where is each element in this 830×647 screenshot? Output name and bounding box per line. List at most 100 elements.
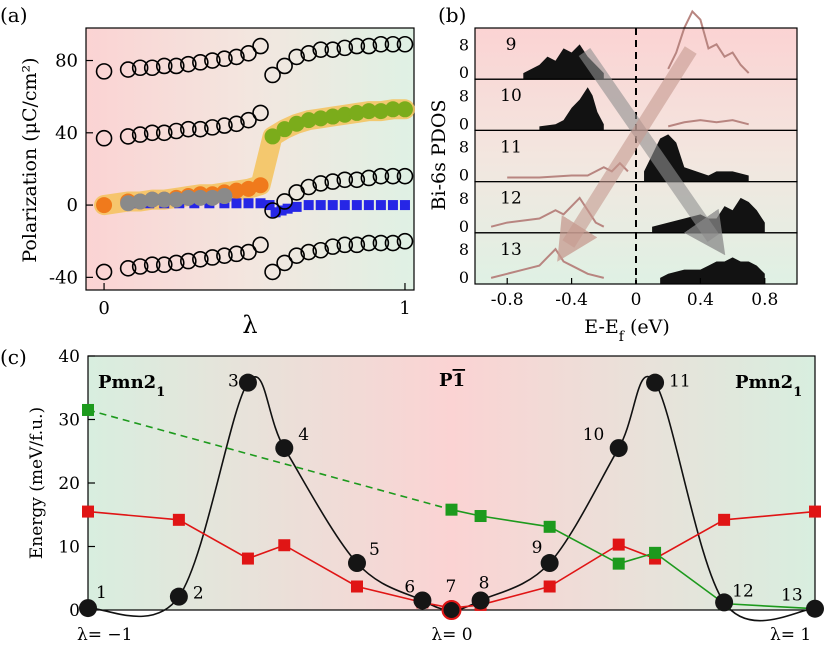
b-xtick-label: 0.4: [687, 290, 714, 310]
c-red-square: [350, 580, 363, 593]
c-ytick-label: 10: [58, 538, 80, 558]
c-black-marker: [413, 591, 432, 610]
c-point-label: 8: [479, 573, 490, 593]
a-gray-marker: [168, 191, 185, 208]
b-filled-pdos: [660, 257, 765, 284]
a-gray-marker: [192, 189, 209, 206]
c-black-marker: [442, 601, 461, 619]
panel-c-ylabel: Energy (meV/f.u.): [27, 407, 47, 559]
b-ytick-label: 8: [459, 35, 469, 54]
c-red-square: [82, 505, 94, 518]
a-open-marker: [228, 115, 245, 133]
a-open-marker: [180, 252, 197, 270]
a-blue-square: [399, 200, 410, 211]
b-ytick-label: 8: [459, 189, 469, 208]
b-pdos-curve: [667, 119, 749, 128]
c-red-square: [809, 505, 821, 518]
b-ytick-label: 8: [459, 240, 469, 259]
a-open-marker: [276, 193, 293, 210]
a-open-marker: [288, 48, 305, 66]
c-black-marker: [347, 554, 366, 573]
a-blue-square: [315, 200, 326, 211]
a-orange-marker: [240, 180, 257, 197]
a-open-marker: [396, 167, 414, 185]
c-ytick-label: 0: [69, 601, 80, 621]
a-xtick-label: 1: [399, 298, 410, 319]
c-black-marker: [275, 439, 294, 458]
a-green-marker: [348, 104, 365, 121]
b-panel-number: 9: [506, 35, 517, 55]
a-open-marker: [300, 44, 317, 62]
a-blue-square: [264, 200, 275, 211]
a-open-marker: [180, 120, 197, 138]
panel-c-background: [87, 355, 816, 611]
a-open-marker: [276, 57, 293, 75]
a-blue-square: [375, 200, 386, 211]
a-open-marker: [276, 254, 293, 272]
c-point-label: 2: [193, 584, 204, 604]
a-open-marker: [192, 54, 209, 71]
a-open-marker: [252, 104, 269, 122]
c-black-marker: [238, 373, 257, 392]
a-open-marker: [119, 61, 137, 78]
c-black-marker: [471, 591, 490, 610]
panel-b-ylabel: Bi-6s PDOS: [428, 100, 450, 211]
a-open-marker: [131, 59, 149, 77]
b-arrow-light: [557, 46, 697, 262]
panel-a-polarization: Polarization (μC/cm²) λ 0 1 -40 0 40 80: [19, 27, 415, 339]
a-open-marker: [300, 243, 317, 261]
x-label-center: λ= 0: [431, 625, 472, 645]
a-open-marker: [372, 167, 390, 185]
c-point-label: 9: [532, 538, 543, 558]
a-orange-marker: [228, 182, 245, 199]
a-open-marker: [155, 57, 173, 75]
a-open-marker: [396, 232, 414, 250]
a-open-marker: [204, 249, 221, 266]
c-point-label: 5: [369, 540, 380, 560]
b-panel-number: 13: [500, 240, 522, 260]
panel-b-xlabel: E-Ef (eV): [584, 316, 670, 345]
c-center-marker-ring: [441, 600, 462, 620]
c-black-marker: [806, 599, 824, 618]
a-green-marker: [264, 128, 281, 145]
a-gray-marker: [180, 189, 197, 206]
a-open-marker: [348, 171, 366, 189]
a-blue-square: [189, 198, 200, 209]
c-green-square: [82, 403, 94, 416]
a-open-marker: [180, 55, 197, 73]
a-open-marker: [204, 119, 221, 136]
c-point-label: 4: [298, 425, 309, 445]
b-ytick-label: 0: [459, 217, 469, 236]
a-open-marker: [336, 39, 354, 57]
a-open-marker: [192, 250, 209, 268]
a-gray-marker: [120, 195, 137, 212]
a-open-marker: [95, 63, 113, 80]
a-open-marker: [372, 35, 390, 53]
b-filled-pdos: [652, 197, 765, 233]
a-blue-square: [351, 200, 362, 211]
c-black-marker: [540, 554, 559, 573]
c-green-square: [612, 557, 625, 570]
a-open-marker: [264, 66, 281, 84]
a-open-marker: [143, 59, 161, 77]
b-panel-number: 12: [500, 189, 522, 209]
a-green-marker: [372, 103, 389, 120]
a-open-marker: [131, 258, 149, 275]
a-orange-marker: [252, 177, 269, 194]
c-point-label: 3: [228, 372, 239, 392]
c-red-square: [718, 513, 731, 526]
a-open-marker: [264, 263, 281, 281]
a-open-marker: [95, 263, 113, 281]
c-red-square: [612, 538, 625, 551]
a-blue-square: [339, 200, 350, 211]
a-gray-marker: [204, 189, 221, 206]
c-black-marker: [169, 587, 188, 606]
c-green-square: [474, 510, 487, 523]
a-ytick-label: -40: [49, 267, 78, 288]
a-open-marker: [348, 37, 366, 55]
a-open-marker: [119, 128, 137, 145]
b-ytick-label: 0: [459, 166, 469, 185]
b-xtick-label: -0.4: [555, 290, 588, 310]
a-blue-square: [327, 200, 338, 211]
